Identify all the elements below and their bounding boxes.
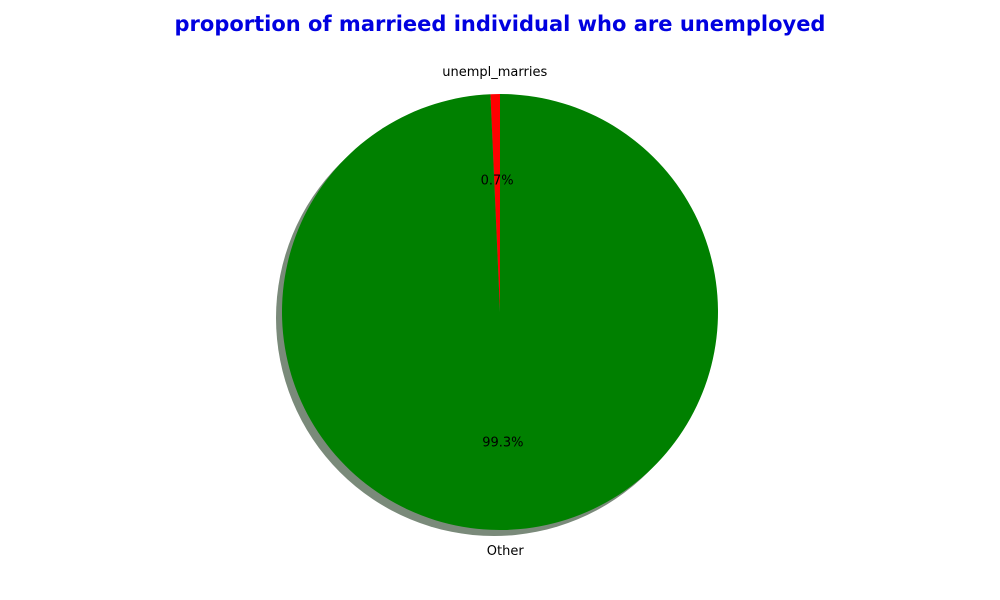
pie-percent-label: 0.7% [481, 174, 514, 189]
pie-category-label: Other [487, 544, 525, 559]
chart-title: proportion of marrieed individual who ar… [175, 12, 826, 36]
pie-category-label: unempl_marries [442, 65, 547, 80]
pie-slices [282, 94, 719, 531]
pie-labels: 0.7% unempl_marries 99.3% Other [442, 65, 547, 559]
pie-slice-other [282, 94, 719, 531]
pie-slice-unempl-marries [490, 94, 500, 312]
pie-percent-label: 99.3% [482, 435, 523, 450]
